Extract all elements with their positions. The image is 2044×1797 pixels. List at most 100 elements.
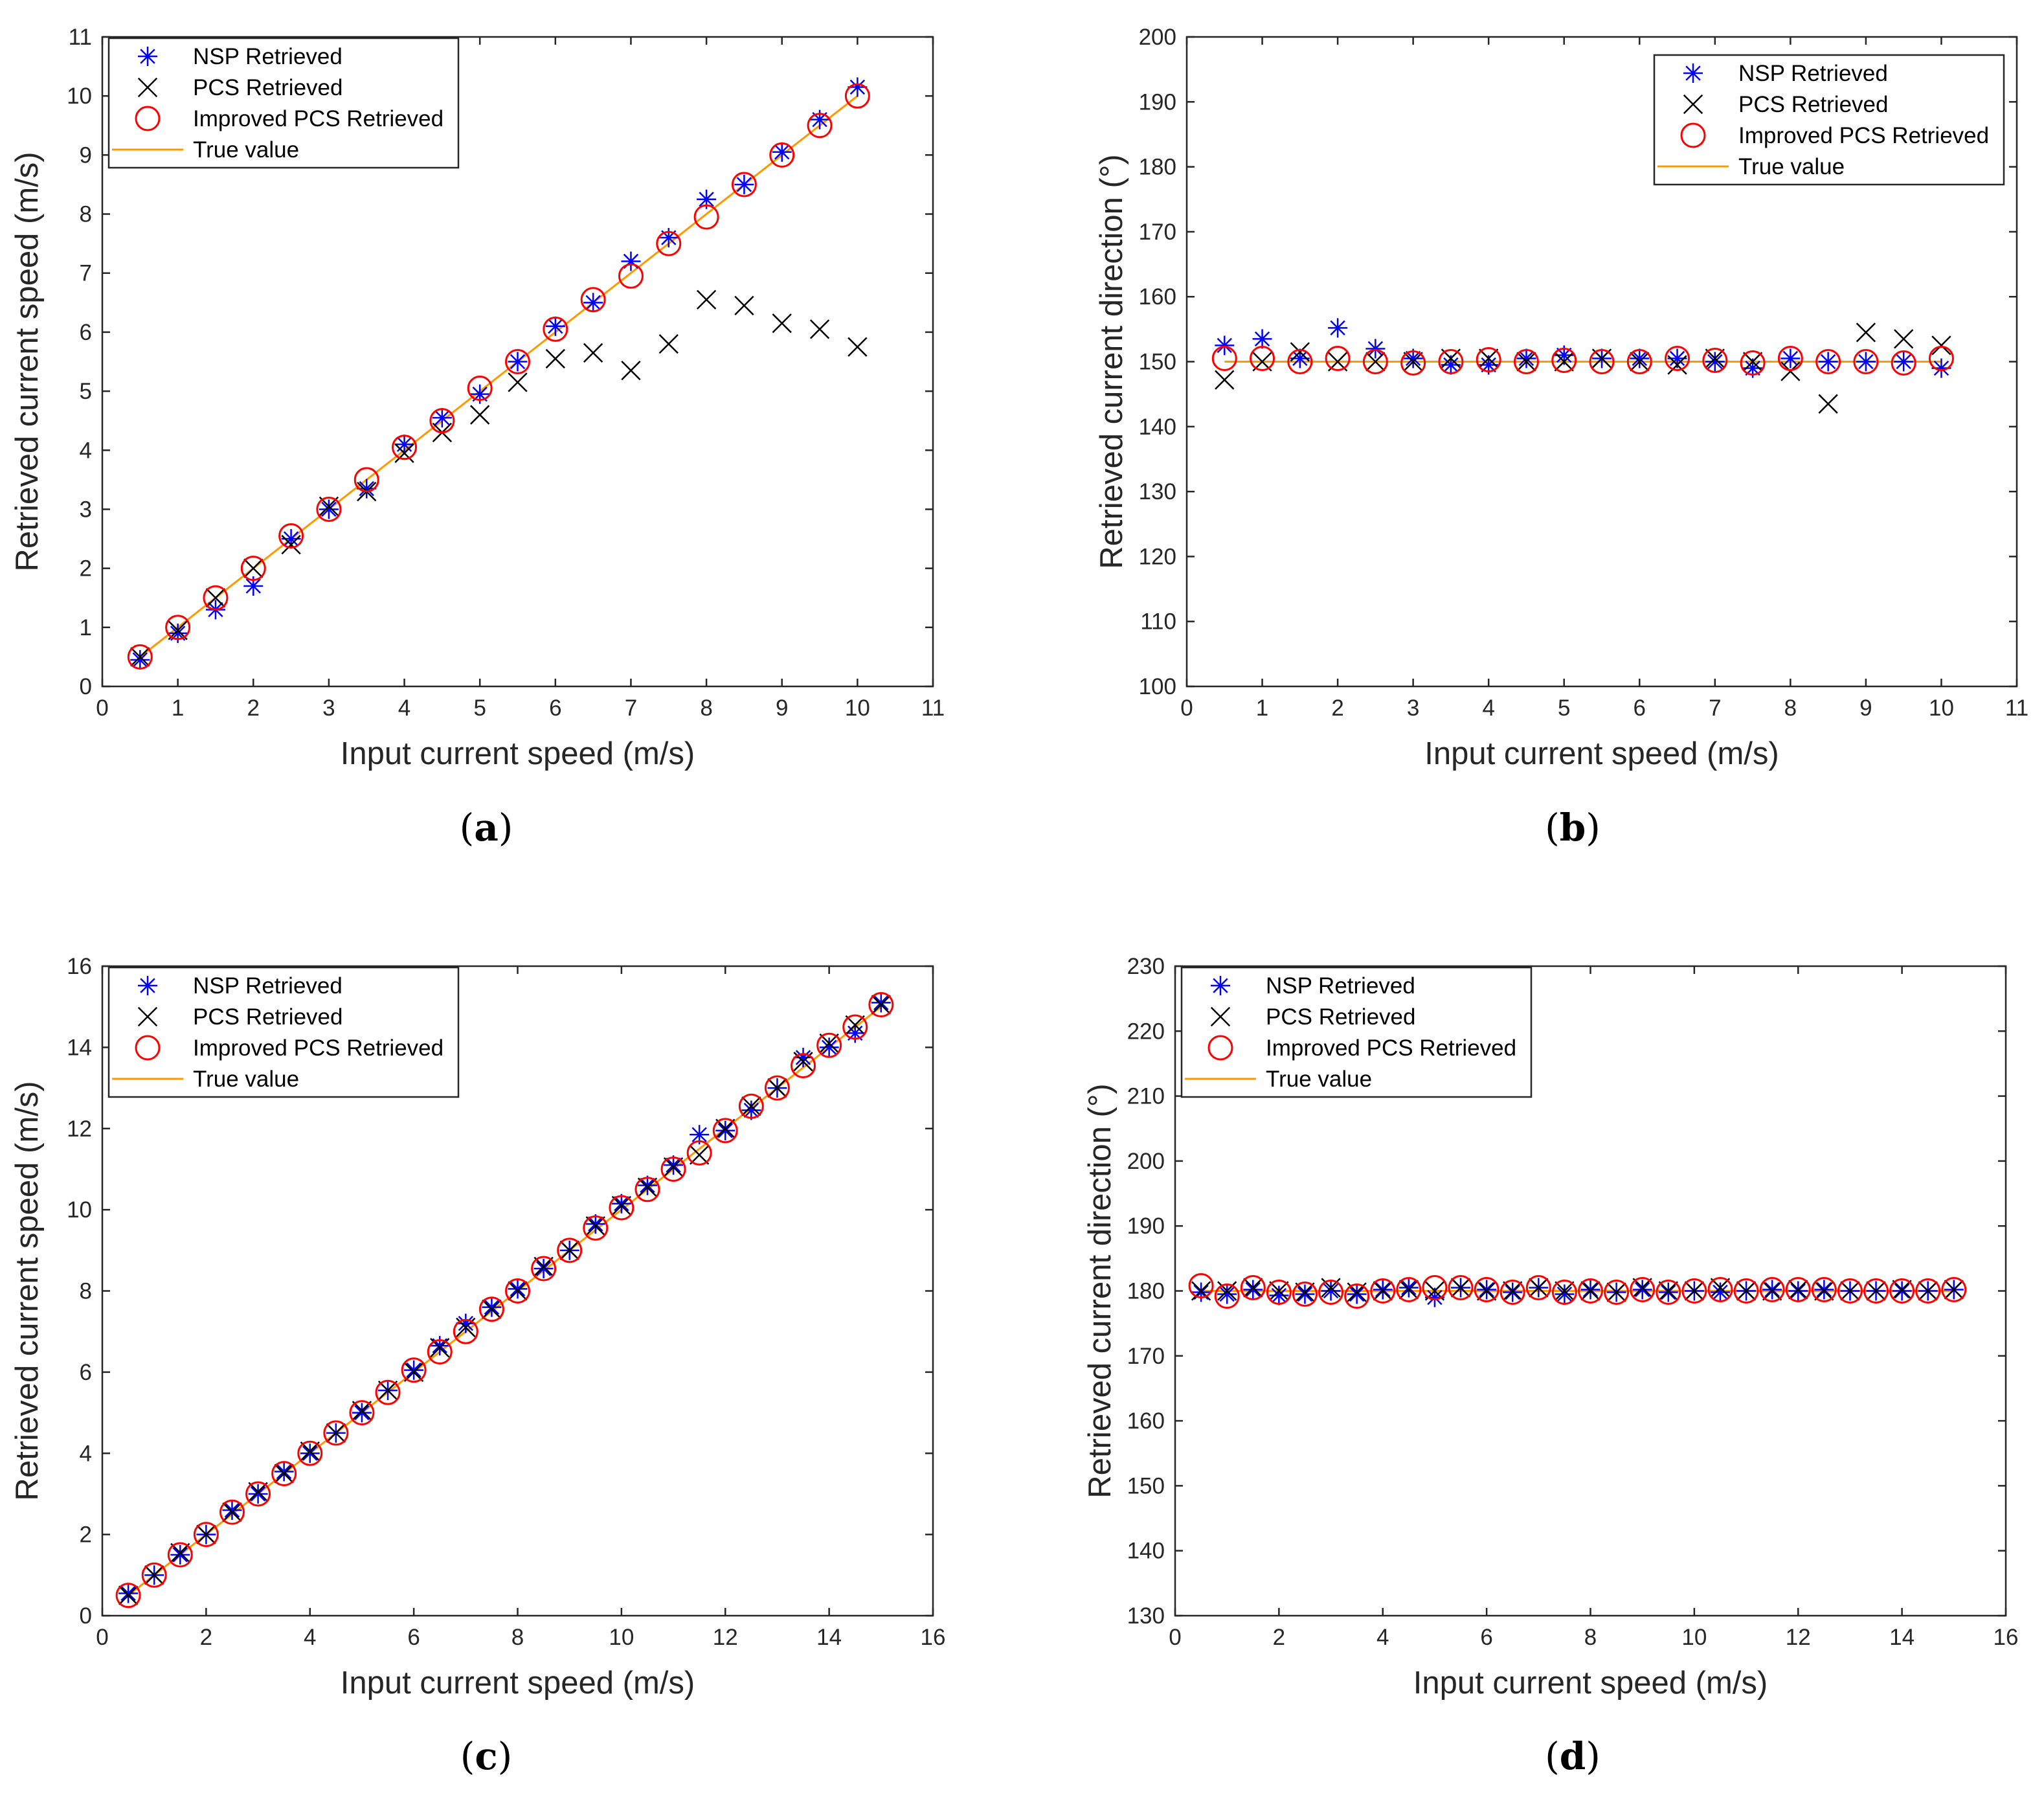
nsp-point: [1658, 1282, 1678, 1302]
pcs-point: [281, 535, 301, 555]
pcs-point: [1788, 1280, 1808, 1300]
pcs-point: [274, 1464, 294, 1484]
nsp-point: [697, 189, 717, 209]
nsp-point: [1856, 352, 1876, 372]
improved-point: [467, 376, 493, 401]
pcs-point: [583, 343, 603, 363]
improved-point: [1318, 1280, 1344, 1305]
y-tick-label: 150: [1139, 350, 1176, 375]
improved-point: [240, 556, 266, 582]
pcs-point: [690, 1145, 710, 1165]
improved-point: [1188, 1272, 1214, 1298]
nsp-point: [1269, 1285, 1289, 1305]
pcs-point: [1736, 1281, 1757, 1301]
x-tick-label: 9: [776, 695, 788, 721]
pcs-point: [1269, 1281, 1289, 1301]
caption-open-paren: (: [460, 806, 475, 850]
x-tick-label: 3: [322, 695, 335, 721]
improved-point: [1396, 1276, 1422, 1302]
nsp-point: [1398, 1278, 1419, 1298]
improved-point: [1476, 346, 1501, 372]
x-tick-label: 2: [200, 1625, 212, 1650]
pcs-point: [300, 1441, 320, 1462]
improved-point: [1837, 1278, 1863, 1304]
pcs-point: [1555, 1281, 1575, 1301]
y-axis-label: Retrieved current direction (°): [1083, 1083, 1117, 1498]
nsp-point: [1321, 1281, 1341, 1301]
pcs-point: [1215, 370, 1235, 390]
nsp-point: [404, 1360, 424, 1380]
legend-improved-marker: [1680, 122, 1706, 148]
improved-point: [354, 467, 379, 493]
y-tick-label: 1: [80, 615, 92, 640]
y-tick-label: 11: [69, 25, 92, 50]
caption-letter: a: [474, 806, 499, 850]
y-tick-label: 6: [80, 320, 92, 345]
nsp-point: [1252, 329, 1272, 349]
improved-series: [115, 992, 894, 1609]
nsp-point: [1894, 352, 1914, 372]
nsp-point: [1892, 1281, 1912, 1301]
improved-point: [505, 1278, 530, 1304]
x-tick-label: 10: [845, 695, 870, 721]
x-tick-label: 10: [609, 1625, 634, 1650]
x-axis-ticks: 0 2 4 6 8 10 12 14 16: [1169, 966, 2018, 1650]
pcs-point: [470, 405, 490, 425]
legend-nsp-marker: [138, 47, 157, 66]
panel-caption: (b): [1545, 806, 1600, 850]
improved-point: [1626, 349, 1652, 374]
pcs-point: [1814, 1281, 1834, 1301]
improved-point: [712, 1118, 738, 1144]
legend-label-true-value: True value: [193, 1067, 299, 1092]
pcs-point: [696, 289, 717, 310]
x-tick-label: 4: [398, 695, 410, 721]
pcs-point: [326, 1423, 346, 1443]
improved-point: [1438, 349, 1464, 374]
legend-pcs-marker: [137, 77, 158, 98]
improved-point: [1853, 349, 1879, 374]
y-tick-label: 10: [67, 84, 92, 109]
nsp-point: [1705, 352, 1725, 372]
y-tick-label: 7: [80, 261, 92, 286]
improved-point: [1863, 1278, 1889, 1304]
pcs-point: [871, 995, 891, 1015]
caption-letter: c: [475, 1734, 497, 1778]
nsp-point: [456, 1313, 476, 1333]
x-tick-label: 12: [713, 1625, 738, 1650]
y-tick-label: 200: [1139, 25, 1176, 50]
y-tick-label: 150: [1127, 1473, 1165, 1498]
improved-point: [791, 1053, 816, 1079]
pcs-point: [772, 313, 792, 333]
plot-frame: [1185, 36, 2018, 688]
improved-point: [618, 263, 644, 289]
nsp-point: [533, 1259, 554, 1279]
improved-point: [1551, 347, 1577, 373]
nsp-point: [611, 1193, 631, 1214]
legend-nsp-marker: [1211, 976, 1230, 995]
improved-point: [1941, 1276, 1967, 1302]
improved-point: [531, 1256, 557, 1282]
x-tick-label: 16: [1993, 1625, 2019, 1650]
improved-point: [543, 316, 568, 342]
x-tick-label: 1: [172, 695, 184, 721]
improved-point: [816, 1032, 842, 1058]
x-tick-label: 6: [549, 695, 561, 721]
improved-point: [429, 408, 455, 434]
improved-point: [1891, 350, 1916, 376]
x-tick-label: 4: [1376, 1625, 1389, 1650]
legend-label-true-value: True value: [193, 137, 299, 163]
nsp-series: [118, 993, 891, 1603]
improved-point: [1815, 349, 1841, 374]
pcs-point: [1450, 1278, 1471, 1298]
y-tick-label: 4: [80, 1441, 92, 1466]
caption-close-paren: ): [1586, 806, 1600, 850]
x-tick-label: 0: [96, 1625, 108, 1650]
improved-point: [1740, 350, 1766, 376]
y-tick-label: 0: [80, 1603, 92, 1629]
plot-frame: [101, 965, 934, 1617]
pcs-point: [144, 1565, 164, 1585]
caption-open-paren: (: [1545, 806, 1560, 850]
improved-point: [731, 172, 757, 198]
improved-point: [1370, 1278, 1396, 1304]
